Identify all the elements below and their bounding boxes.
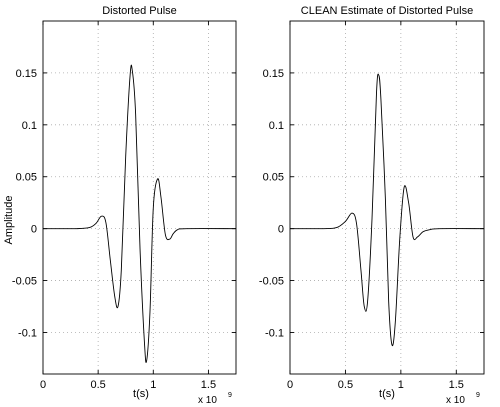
x-axis-multiplier: x 10 — [446, 395, 465, 406]
y-tick-label: 0 — [31, 224, 37, 236]
series-line — [42, 64, 237, 363]
x-tick-label: 0 — [287, 379, 293, 391]
plot-frame — [289, 20, 485, 375]
left-chart: Distorted Pulse Amplitude t(s) x 10 9 0 0… — [3, 5, 237, 406]
y-tick-label: 0.1 — [22, 120, 37, 132]
x-tick-label: 1 — [398, 379, 404, 391]
x-tick-label: 1.5 — [201, 379, 216, 391]
x-tick-label: 0.5 — [90, 379, 105, 391]
y-axis-label: Amplitude — [3, 196, 15, 245]
y-tick-label: 0.15 — [16, 68, 37, 80]
x-axis-multiplier: x 10 — [198, 395, 217, 406]
right-chart: CLEAN Estimate of Distorted Pulse t(s) x… — [259, 5, 485, 406]
y-tick-label: 0.15 — [263, 68, 284, 80]
x-tick-label: 1 — [150, 379, 156, 391]
y-tick-label: 0 — [278, 224, 284, 236]
y-tick-label: 0.05 — [16, 172, 37, 184]
x-axis-multiplier-exponent: 9 — [228, 392, 232, 399]
y-tick-label: -0.05 — [12, 276, 37, 288]
plot-frame — [42, 20, 237, 375]
x-tick-label: 0 — [40, 379, 46, 391]
chart-title: Distorted Pulse — [102, 5, 177, 17]
chart-title: CLEAN Estimate of Distorted Pulse — [301, 5, 473, 17]
x-tick-label: 0.5 — [338, 379, 353, 391]
y-tick-label: -0.05 — [259, 276, 284, 288]
y-tick-label: 0.05 — [263, 172, 284, 184]
series-line — [289, 73, 485, 347]
x-axis-label: t(s) — [379, 388, 395, 400]
x-axis-multiplier-exponent: 9 — [476, 392, 480, 399]
y-tick-label: -0.1 — [265, 327, 284, 339]
x-tick-label: 1.5 — [449, 379, 464, 391]
y-tick-label: 0.1 — [269, 120, 284, 132]
y-tick-label: -0.1 — [18, 327, 37, 339]
x-axis-label: t(s) — [133, 388, 149, 400]
